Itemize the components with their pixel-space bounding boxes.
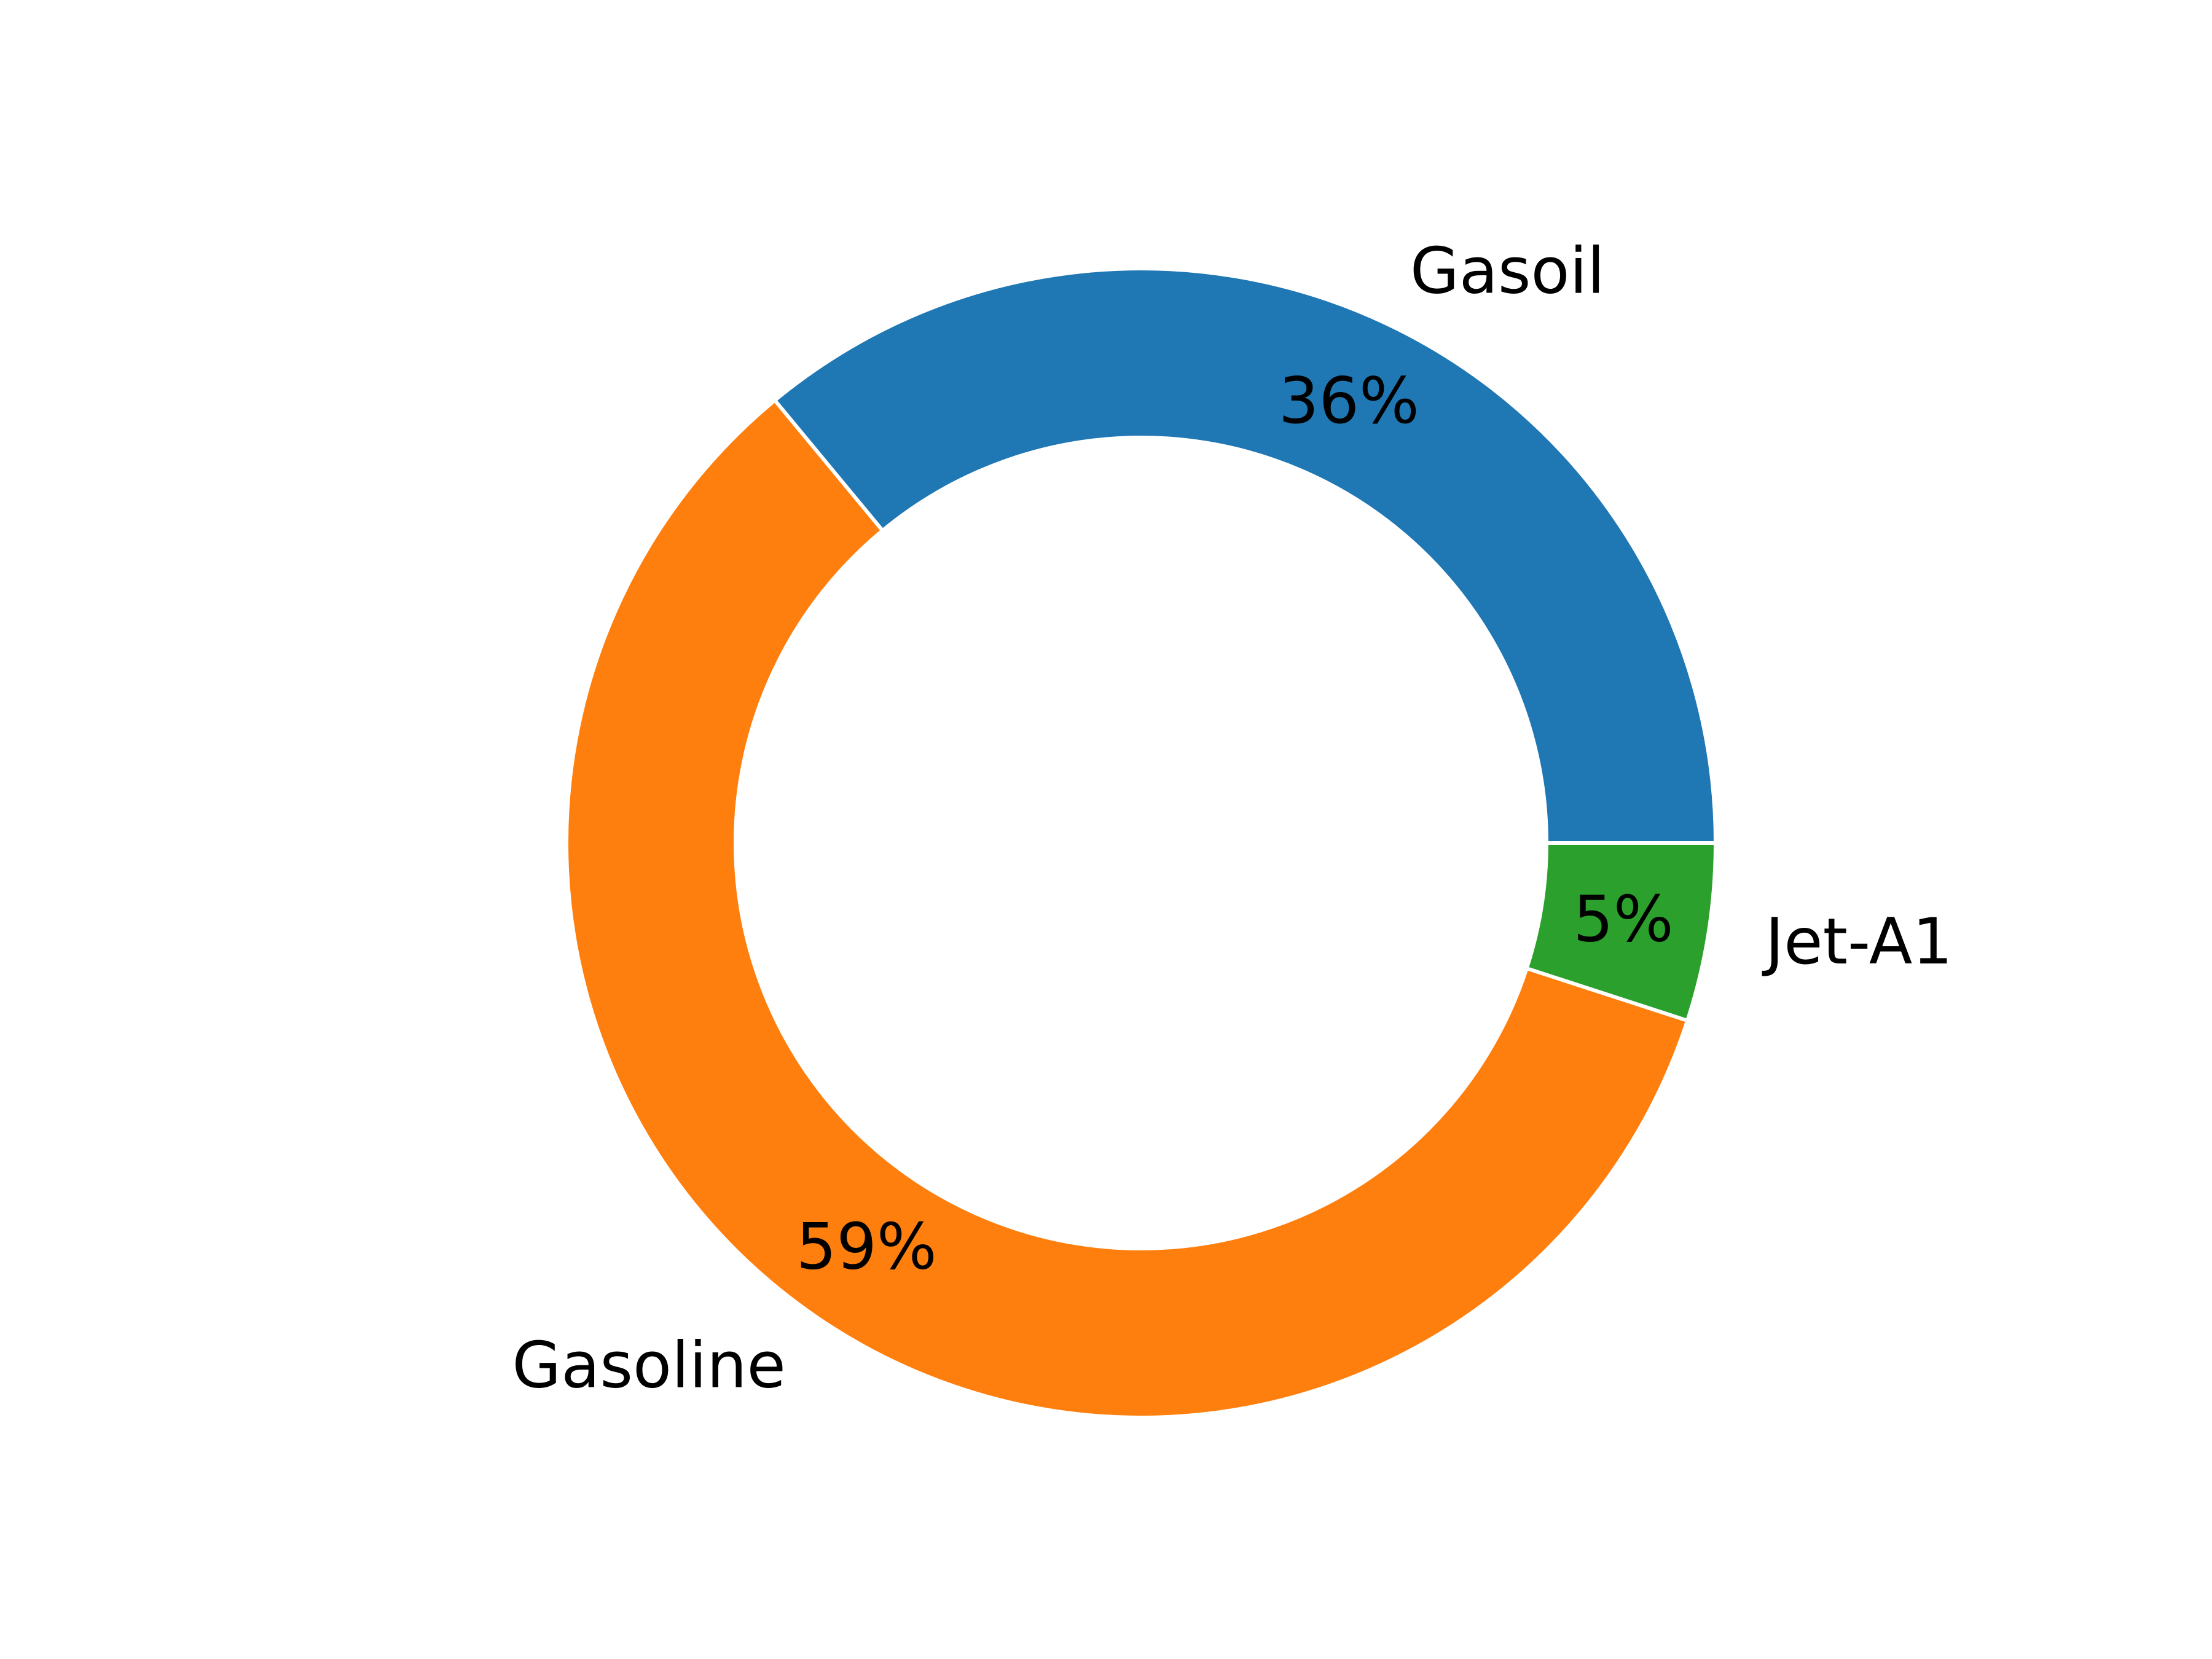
slice-gasoil: [772, 267, 1718, 845]
labels-group: 36% Gasoil 59%Gasoline 5% Jet-A1: [512, 234, 1952, 1402]
category-label-gasoil: Gasoil: [1410, 234, 1605, 308]
slices-group: [565, 267, 1718, 1419]
slice-jet-a1: [1524, 841, 1718, 1023]
pct-label-gasoline: 59%: [796, 1210, 937, 1284]
pct-label-jet-a1: 5%: [1573, 882, 1673, 956]
category-label-gasoline: Gasoline: [512, 1329, 786, 1403]
category-label-jet-a1: Jet-A1: [1762, 905, 1953, 979]
pct-label-gasoil: 36%: [1279, 364, 1419, 438]
slice-gasoline: [565, 398, 1690, 1419]
